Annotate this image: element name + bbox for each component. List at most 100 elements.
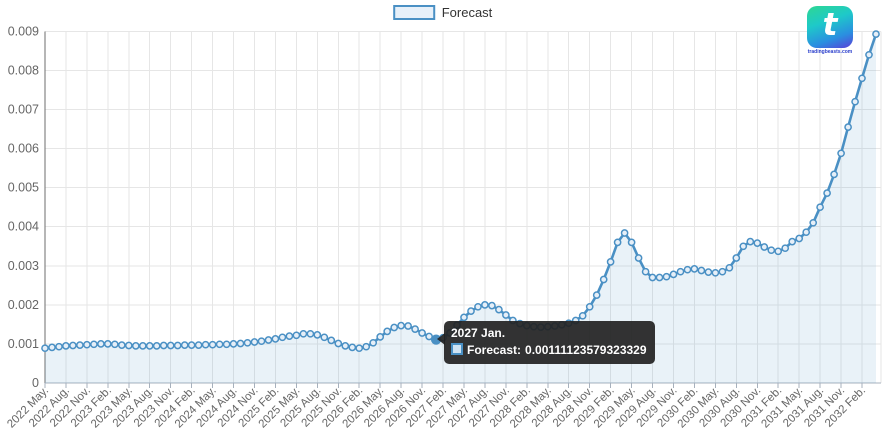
data-point[interactable]	[739, 242, 748, 251]
data-point[interactable]	[823, 189, 831, 197]
data-point[interactable]	[592, 291, 601, 299]
data-point[interactable]	[173, 341, 182, 350]
data-point[interactable]	[788, 237, 797, 246]
data-point[interactable]	[809, 218, 818, 227]
data-point[interactable]	[683, 265, 692, 274]
data-point[interactable]	[844, 123, 852, 131]
data-point[interactable]	[704, 268, 713, 276]
data-point[interactable]	[872, 30, 880, 38]
data-point[interactable]	[355, 344, 364, 353]
data-point[interactable]	[669, 270, 678, 279]
data-point[interactable]	[599, 275, 608, 284]
data-point[interactable]	[90, 340, 98, 349]
data-point[interactable]	[662, 272, 671, 281]
data-point[interactable]	[313, 331, 322, 339]
data-point[interactable]	[278, 333, 287, 342]
data-point[interactable]	[585, 302, 594, 311]
data-point[interactable]	[858, 74, 866, 83]
data-point[interactable]	[327, 336, 336, 345]
data-point[interactable]	[103, 340, 112, 348]
data-point[interactable]	[655, 273, 664, 282]
data-point[interactable]	[488, 301, 496, 310]
data-point[interactable]	[55, 342, 63, 351]
data-point[interactable]	[634, 254, 643, 262]
data-point[interactable]	[166, 341, 175, 350]
data-point[interactable]	[69, 341, 77, 350]
data-point[interactable]	[676, 267, 685, 276]
data-point[interactable]	[320, 333, 329, 342]
data-point[interactable]	[397, 321, 405, 330]
data-point[interactable]	[725, 263, 734, 272]
data-point[interactable]	[732, 254, 741, 262]
data-point[interactable]	[495, 305, 503, 314]
data-point[interactable]	[746, 237, 755, 246]
data-point[interactable]	[760, 243, 769, 251]
data-point[interactable]	[152, 342, 161, 350]
data-point[interactable]	[816, 203, 824, 212]
data-point[interactable]	[334, 339, 343, 348]
data-point[interactable]	[145, 342, 154, 350]
data-point[interactable]	[138, 342, 147, 350]
data-point[interactable]	[837, 149, 845, 158]
data-point[interactable]	[131, 342, 140, 350]
data-point[interactable]	[124, 341, 133, 350]
data-point[interactable]	[201, 340, 210, 349]
data-point[interactable]	[802, 228, 811, 237]
data-point[interactable]	[292, 331, 301, 340]
data-point[interactable]	[62, 342, 70, 350]
data-point[interactable]	[830, 170, 838, 179]
data-point[interactable]	[865, 50, 873, 59]
forecast-markers[interactable]	[41, 30, 880, 353]
data-point[interactable]	[411, 325, 419, 333]
data-point[interactable]	[641, 267, 650, 276]
data-point[interactable]	[83, 340, 91, 349]
data-point[interactable]	[250, 338, 259, 346]
data-point[interactable]	[753, 239, 762, 247]
data-point[interactable]	[362, 342, 371, 351]
data-point[interactable]	[180, 341, 189, 349]
data-point[interactable]	[467, 307, 475, 315]
data-point[interactable]	[299, 329, 308, 338]
data-point[interactable]	[481, 301, 489, 309]
data-point[interactable]	[627, 238, 636, 247]
data-point[interactable]	[306, 329, 315, 338]
data-point[interactable]	[159, 341, 168, 350]
data-point[interactable]	[341, 342, 350, 350]
data-point[interactable]	[606, 258, 615, 266]
data-point[interactable]	[690, 265, 699, 273]
data-point[interactable]	[48, 343, 56, 352]
data-point[interactable]	[460, 313, 468, 322]
data-point[interactable]	[718, 267, 727, 276]
data-point[interactable]	[376, 333, 385, 341]
data-point[interactable]	[369, 338, 378, 347]
data-point[interactable]	[348, 343, 357, 352]
data-point[interactable]	[285, 332, 294, 340]
data-point[interactable]	[97, 340, 105, 348]
data-point[interactable]	[257, 337, 266, 346]
data-point[interactable]	[117, 341, 126, 349]
data-point[interactable]	[851, 97, 859, 106]
data-point[interactable]	[613, 238, 622, 247]
data-point[interactable]	[236, 339, 245, 348]
data-point[interactable]	[194, 341, 203, 349]
data-point[interactable]	[774, 247, 783, 256]
data-point[interactable]	[711, 268, 720, 277]
data-point[interactable]	[390, 323, 399, 332]
data-point[interactable]	[271, 335, 280, 343]
data-point[interactable]	[243, 338, 252, 347]
data-point[interactable]	[215, 340, 224, 349]
data-point[interactable]	[383, 327, 392, 336]
legend-item-forecast[interactable]: Forecast	[392, 5, 492, 20]
data-point[interactable]	[648, 273, 657, 282]
data-point[interactable]	[208, 340, 217, 349]
data-point[interactable]	[767, 246, 776, 255]
data-point[interactable]	[795, 234, 804, 243]
data-point[interactable]	[229, 340, 238, 348]
data-point[interactable]	[697, 266, 706, 275]
data-point[interactable]	[578, 311, 587, 320]
data-point[interactable]	[222, 340, 231, 349]
data-point[interactable]	[76, 341, 84, 349]
data-point[interactable]	[418, 329, 426, 337]
data-point[interactable]	[474, 302, 482, 311]
